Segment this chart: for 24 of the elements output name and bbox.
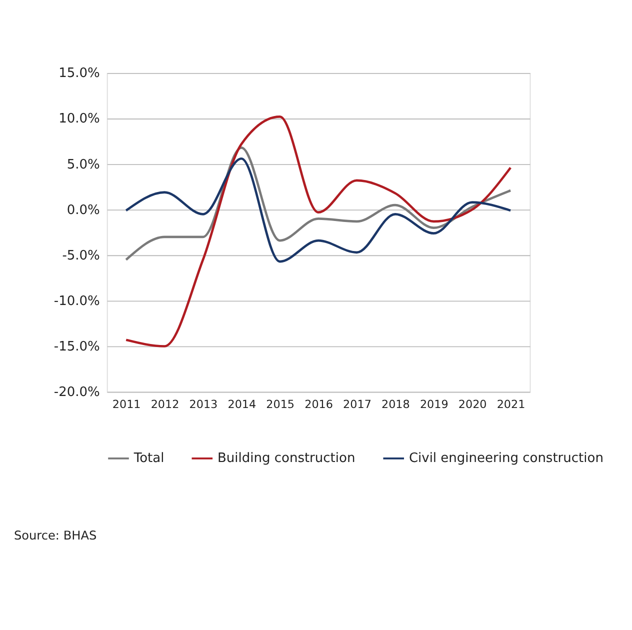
x-tick-label: 2015 <box>266 398 295 412</box>
y-tick-label: 5.0% <box>66 157 100 172</box>
x-tick-label: 2012 <box>150 398 180 412</box>
x-tick-label: 2013 <box>189 398 218 412</box>
legend-label: Building construction <box>217 451 356 466</box>
legend-label: Civil engineering construction <box>408 451 604 466</box>
x-tick-label: 2018 <box>381 398 410 412</box>
y-tick-label: -5.0% <box>62 248 100 264</box>
source-note: Source: BHAS <box>14 528 97 543</box>
x-tick-label: 2011 <box>112 398 141 412</box>
line-series <box>124 116 512 348</box>
y-tick-label: -20.0% <box>54 384 100 400</box>
x-tick-label: 2017 <box>343 398 372 412</box>
y-tick-label: 0.0% <box>66 202 100 218</box>
y-tick-label: -15.0% <box>54 339 100 354</box>
x-tick-label: 2014 <box>228 398 256 412</box>
x-tick-label: 2016 <box>304 398 333 412</box>
x-tick-label: 2020 <box>458 398 487 412</box>
x-tick-label: 2019 <box>420 398 448 412</box>
x-tick-label: 2021 <box>496 398 526 412</box>
y-tick-label: 15.0% <box>58 66 100 82</box>
y-tick-label: 10.0% <box>58 112 100 127</box>
legend-label: Total <box>132 451 164 466</box>
y-tick-label: -10.0% <box>54 294 100 309</box>
